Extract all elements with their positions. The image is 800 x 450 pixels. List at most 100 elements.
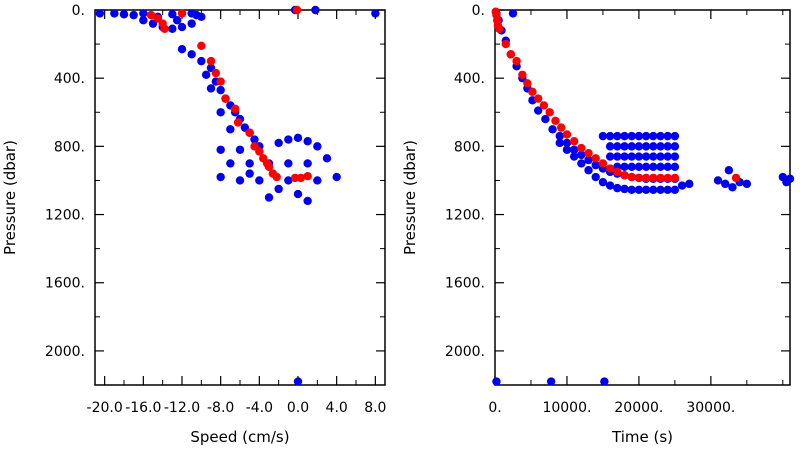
blue-data-point [139,9,148,18]
blue-data-point [670,162,680,172]
red-data-point [290,173,300,183]
blue-data-point [649,162,658,172]
red-data-point [245,128,254,137]
red-data-point [598,159,608,168]
time-pressure-panel: 0. 400. 800. 1200. 1600. 2000. 0. 10000. 20000. 3… [401,3,795,446]
red-data-point [584,148,593,158]
red-data-point [506,50,516,59]
blue-data-point [322,154,332,163]
red-data-point [272,172,281,182]
blue-data-point [685,179,694,189]
blue-data-point [332,172,341,182]
red-data-point [501,39,510,49]
red-data-point [605,164,615,173]
blue-data-point [627,162,636,172]
red-data-point [634,173,644,183]
y-tick-label: 800. [454,139,485,155]
tick-labels: 0. 400. 800. 1200. 1600. 2000. -20.0 -16.0 -12.0… [45,3,387,416]
blue-data-point [649,152,658,161]
blue-data-point [649,131,658,141]
data-points [95,5,380,386]
blue-data-point [303,159,312,168]
blue-data-point [713,176,723,185]
blue-data-point [649,142,658,151]
red-data-point [731,173,741,183]
red-data-point [264,162,274,172]
blue-data-point [197,56,206,66]
red-data-point [670,173,680,183]
blue-data-point [634,185,644,195]
red-data-point [528,87,537,97]
red-data-point [512,56,521,66]
blue-data-point [584,155,593,165]
blue-data-point [492,377,501,386]
blue-data-point [216,108,225,117]
x-tick-label: 30000. [686,400,735,416]
blue-data-point [187,50,196,59]
blue-data-point [216,172,225,182]
blue-data-point [541,114,550,124]
red-data-point [233,118,243,127]
blue-data-point [577,150,586,160]
blue-data-point [634,152,644,161]
red-data-point [533,94,543,103]
red-data-point [177,9,187,18]
blue-data-point [548,125,557,134]
blue-data-point [313,142,322,151]
blue-data-point [600,377,609,386]
red-data-point [613,167,622,177]
red-data-point [545,108,554,117]
blue-data-point [670,185,680,195]
red-data-point [656,173,665,183]
blue-data-point [641,152,651,161]
blue-data-point [663,131,672,141]
blue-data-point [226,159,235,168]
blue-data-point [546,377,556,386]
blue-data-point [605,131,615,141]
y-tick-label: 1200. [45,208,85,224]
blue-data-point [284,135,293,144]
blue-data-point [656,185,665,195]
blue-data-point [274,184,283,194]
blue-data-point [721,179,730,189]
y-tick-label: 0. [72,3,85,19]
red-data-point [641,173,651,183]
blue-data-point [569,145,579,154]
x-tick-label: -12.0 [164,400,200,416]
red-data-point [292,5,302,15]
blue-data-point [555,131,564,141]
blue-data-point [584,166,593,175]
blue-data-point [250,135,259,144]
blue-data-point [627,142,636,151]
red-data-point [197,41,206,50]
y-axis-label: Pressure (dbar) [1,140,19,255]
blue-data-point [627,185,636,195]
blue-data-point [656,152,665,161]
x-tick-label: -8.0 [207,400,234,416]
y-tick-label: 400. [454,71,485,87]
blue-data-point [670,152,680,161]
blue-data-point [613,142,622,151]
blue-data-point [206,84,216,93]
blue-data-point [663,152,672,161]
blue-data-point [139,16,148,25]
red-data-point [591,154,600,163]
blue-data-point [293,189,303,199]
blue-data-point [634,131,644,141]
blue-data-point [177,45,187,54]
red-data-point [556,123,566,132]
blue-data-point [613,152,622,161]
data-points [491,7,795,386]
blue-data-point [245,169,254,178]
blue-data-point [656,131,665,141]
red-data-point [577,143,586,153]
blue-data-point [274,138,283,148]
blue-data-point [187,19,196,28]
blue-data-point [677,181,687,190]
blue-data-point [627,131,636,141]
blue-data-point [605,142,615,151]
y-tick-label: 800. [54,139,85,155]
axis-ticks [494,9,790,385]
blue-data-point [264,193,274,202]
